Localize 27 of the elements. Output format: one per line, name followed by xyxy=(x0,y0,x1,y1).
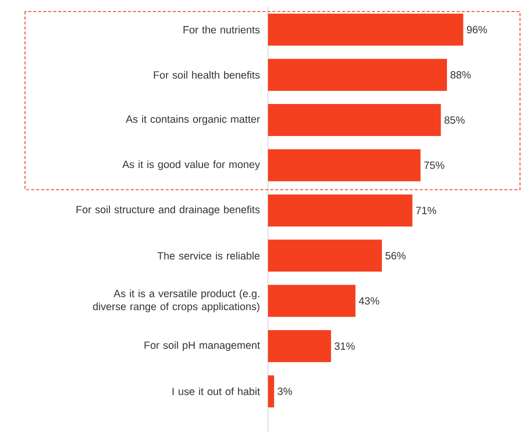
data-label: 75% xyxy=(424,162,444,169)
y-tick-label: For soil pH management xyxy=(144,341,260,351)
data-label: 71% xyxy=(416,206,436,214)
bar xyxy=(268,104,441,136)
bar xyxy=(268,330,332,362)
y-tick-label: For soil health benefits xyxy=(154,70,260,79)
data-label: 85% xyxy=(444,116,465,124)
y-tick-label: As it contains organic matter xyxy=(126,115,260,125)
bar xyxy=(268,375,274,408)
y-tick-label: The service is reliable xyxy=(157,252,260,260)
bar xyxy=(268,240,382,272)
data-label: 96% xyxy=(466,26,487,34)
y-tick-label: For the nutrients xyxy=(184,26,260,34)
data-label: 43% xyxy=(358,297,380,305)
y-tick-label: I use it out of habit xyxy=(172,387,260,396)
y-tick-label: As it is good value for money xyxy=(122,160,260,170)
data-label: 88% xyxy=(450,71,471,79)
y-tick-label: For soil structure and drainage benefits xyxy=(76,206,260,216)
data-label: 56% xyxy=(386,252,406,260)
bar xyxy=(268,58,447,91)
data-label: 3% xyxy=(278,388,292,396)
bar xyxy=(268,194,412,226)
bar xyxy=(268,149,421,182)
bar xyxy=(268,14,464,46)
bar xyxy=(268,284,356,317)
y-tick-label: As it is a versatile product (e.g. diverse range of crops applications) xyxy=(93,290,260,312)
data-label: 31% xyxy=(334,342,355,350)
